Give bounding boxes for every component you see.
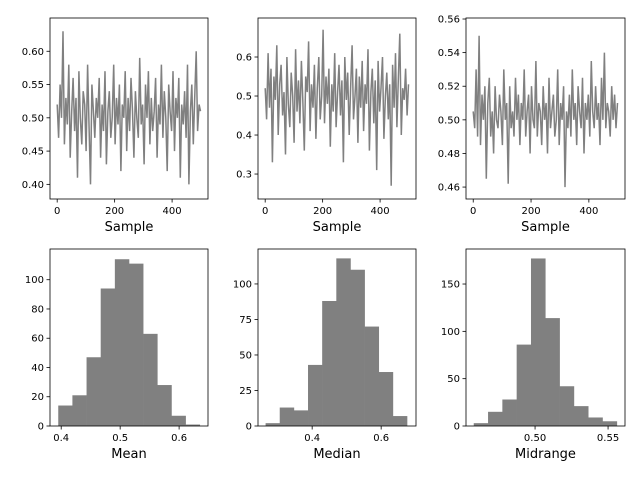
- y-tick-label: 0.40: [22, 180, 44, 191]
- axes-frame: [49, 17, 209, 200]
- histogram-bar: [293, 410, 309, 426]
- y-tick-label: 50: [239, 350, 252, 361]
- histogram-bar: [114, 259, 130, 426]
- y-tick-label: 0.3: [236, 170, 252, 181]
- y-tick-label: 0.46: [438, 183, 460, 194]
- histogram-bar: [322, 300, 337, 426]
- histogram-bar: [602, 421, 618, 426]
- y-tick-label: 0: [246, 422, 252, 433]
- histogram-bar: [129, 263, 144, 426]
- histogram-bar: [378, 372, 394, 426]
- x-axis-label: Median: [313, 447, 360, 462]
- y-tick-label: 80: [31, 304, 44, 315]
- x-tick-label: 400: [579, 206, 598, 217]
- histogram-bar: [573, 406, 589, 426]
- y-tick-label: 100: [233, 279, 252, 290]
- axes-frame: [257, 248, 417, 427]
- y-tick-label: 0: [38, 422, 44, 433]
- x-tick-label: 0: [262, 206, 268, 217]
- y-tick-label: 0.60: [22, 47, 44, 58]
- subplot-2: 0 200 400 0.3 0.4 0.5 0.6 Sample: [236, 17, 417, 235]
- histogram-bar: [308, 364, 323, 426]
- histogram-bar: [279, 407, 295, 426]
- histogram-bar: [350, 269, 365, 426]
- y-tick-label: 150: [441, 280, 460, 291]
- axes-frame: [465, 17, 626, 200]
- histogram-bar: [157, 385, 172, 426]
- subplot-1: 0 200 400 0.40 0.45 0.50 0.55 0.60 Sample: [22, 17, 209, 235]
- y-tick-label: 20: [31, 392, 44, 403]
- histogram-bar: [72, 395, 87, 426]
- y-tick-label: 60: [31, 334, 44, 345]
- x-tick-label: 0.6: [171, 433, 187, 444]
- y-tick-label: 0.50: [438, 115, 460, 126]
- x-axis-label: Mean: [111, 447, 146, 462]
- histogram-bar: [364, 326, 380, 426]
- y-tick-label: 50: [447, 374, 460, 385]
- x-tick-label: 200: [313, 206, 332, 217]
- x-axis-label: Sample: [313, 220, 362, 235]
- y-tick-label: 100: [25, 275, 44, 286]
- histogram-bar: [545, 318, 560, 426]
- x-tick-label: 0.4: [304, 433, 320, 444]
- x-tick-label: 200: [521, 206, 540, 217]
- series-line: [472, 35, 619, 188]
- subplot-3: 0 200 400 0.46 0.48 0.50 0.52 0.54 0.56 Sample: [438, 15, 626, 235]
- x-tick-label: 0: [54, 206, 60, 217]
- y-tick-label: 0.45: [22, 147, 44, 158]
- axes-frame: [465, 248, 626, 427]
- y-tick-label: 100: [441, 327, 460, 338]
- y-tick-label: 0: [454, 422, 460, 433]
- x-tick-label: 0.5: [112, 433, 128, 444]
- histogram-bar: [171, 415, 186, 426]
- histogram-bar: [392, 416, 408, 426]
- y-tick-label: 0.6: [236, 53, 252, 64]
- histogram-bar: [336, 258, 351, 426]
- series-line: [264, 29, 410, 186]
- histogram-bar: [143, 333, 158, 426]
- y-tick-label: 0.5: [236, 92, 252, 103]
- subplot-4: 0.4 0.5 0.6 0 20 40 60 80 100 Mean: [25, 248, 209, 462]
- y-tick-label: 0.48: [438, 149, 460, 160]
- histogram-bar: [516, 344, 532, 426]
- axes-frame: [49, 248, 209, 427]
- x-tick-label: 0.6: [373, 433, 389, 444]
- y-tick-label: 75: [239, 315, 252, 326]
- histogram-bar: [588, 417, 603, 426]
- histogram-bar: [502, 399, 517, 426]
- subplot-5: 0.4 0.6 0 25 50 75 100 Median: [233, 248, 417, 462]
- y-tick-label: 0.55: [22, 80, 44, 91]
- y-tick-label: 0.52: [438, 82, 460, 93]
- histogram-bar: [100, 288, 116, 426]
- histogram-bar: [265, 423, 281, 426]
- histogram-bar: [530, 258, 546, 426]
- x-tick-label: 400: [163, 206, 182, 217]
- x-tick-label: 0.4: [53, 433, 69, 444]
- histogram-bar: [58, 405, 73, 426]
- subplot-6: 0.50 0.55 0 50 100 150 Midrange: [441, 248, 626, 462]
- y-tick-label: 0.4: [236, 131, 252, 142]
- histogram-bar: [488, 411, 503, 426]
- x-tick-label: 400: [371, 206, 390, 217]
- axes-frame: [257, 17, 417, 200]
- x-axis-label: Sample: [105, 220, 154, 235]
- x-tick-label: 200: [105, 206, 124, 217]
- x-axis-label: Sample: [521, 220, 570, 235]
- histogram-bar: [86, 357, 102, 426]
- y-tick-label: 40: [31, 363, 44, 374]
- histogram-bar: [473, 423, 489, 426]
- histogram-bar: [185, 424, 201, 426]
- y-tick-label: 0.56: [438, 15, 460, 26]
- series-line: [56, 31, 202, 185]
- x-axis-label: Midrange: [515, 447, 576, 462]
- histogram-bar: [559, 386, 575, 426]
- x-tick-label: 0.55: [597, 433, 619, 444]
- x-tick-label: 0: [470, 206, 476, 217]
- y-tick-label: 0.54: [438, 48, 460, 59]
- y-tick-label: 25: [239, 386, 252, 397]
- y-tick-label: 0.50: [22, 113, 44, 124]
- x-tick-label: 0.50: [524, 433, 546, 444]
